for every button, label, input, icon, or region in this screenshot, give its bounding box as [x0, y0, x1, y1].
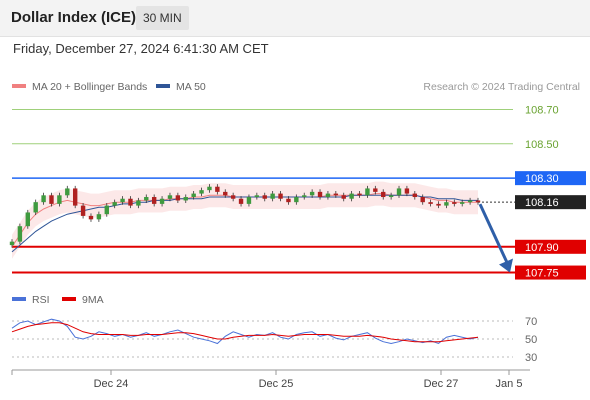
- candle-body: [420, 197, 425, 203]
- level-badge-108.16: [515, 195, 586, 210]
- candle-body: [25, 212, 30, 227]
- candle-body: [33, 202, 38, 213]
- candle-body: [412, 193, 418, 198]
- instrument-title: Dollar Index (ICE): [11, 9, 137, 26]
- candle-body: [278, 193, 283, 199]
- candle-body: [215, 186, 220, 192]
- chart-header: Dollar Index (ICE) 30 MIN: [0, 0, 590, 37]
- candle-body: [388, 195, 394, 198]
- x-tick-label-0: Dec 24: [94, 378, 129, 390]
- candle-body: [262, 195, 267, 199]
- candle-body: [112, 202, 117, 206]
- level-badge-107.90: [515, 239, 586, 254]
- candle-body: [294, 197, 299, 203]
- rsi-tick-50: 50: [525, 334, 537, 346]
- rsi-legend-label-1: 9MA: [82, 294, 104, 306]
- candle-body: [373, 188, 378, 192]
- candle-body: [191, 193, 196, 198]
- legend-label-0: MA 20 + Bollinger Bands: [32, 81, 147, 93]
- level-label-107.90: 107.90: [525, 242, 559, 254]
- candle-body: [104, 205, 109, 215]
- level-label-108.70: 108.70: [525, 104, 559, 116]
- candle-body: [365, 188, 370, 196]
- candle-body: [207, 186, 212, 191]
- candle-body: [230, 195, 236, 199]
- candle-body: [159, 198, 165, 204]
- legend-swatch-0: [12, 84, 26, 88]
- x-tick-label-2: Dec 27: [424, 378, 459, 390]
- x-tick-label-1: Dec 25: [259, 378, 294, 390]
- candle-body: [444, 202, 449, 206]
- candle-body: [452, 202, 457, 204]
- level-label-108.50: 108.50: [525, 139, 559, 151]
- candle-body: [199, 190, 204, 194]
- candle-body: [88, 215, 94, 220]
- candle-body: [80, 205, 86, 216]
- candle-body: [436, 203, 441, 206]
- candle-body: [151, 197, 157, 204]
- level-label-108.16: 108.16: [525, 197, 559, 209]
- forecast-arrow-shaft: [478, 203, 509, 264]
- candle-body: [41, 195, 46, 203]
- rsi-legend-swatch-1: [62, 297, 76, 301]
- price-panel: MA 20 + Bollinger Bands MA 50 Research © 2…: [9, 81, 586, 280]
- timestamp-label: Friday, December 27, 2024 6:41:30 AM CET: [13, 41, 269, 56]
- candle-body: [460, 202, 465, 204]
- rsi-ma9-line: [11, 322, 479, 343]
- candle-body: [357, 193, 362, 196]
- forecast-arrow-head: [499, 258, 513, 273]
- candle-body: [317, 191, 323, 198]
- candle-body: [9, 241, 15, 246]
- candle-body: [404, 188, 410, 194]
- rsi-panel: RSI 9MA 70 50 30: [11, 294, 537, 364]
- candle-body: [428, 202, 433, 204]
- candle-body: [246, 197, 252, 204]
- credit-label: Research © 2024 Trading Central: [423, 81, 580, 93]
- rsi-tick-30: 30: [525, 352, 537, 364]
- legend-swatch-1: [156, 84, 170, 88]
- candle-body: [72, 188, 78, 206]
- candle-body: [254, 195, 260, 198]
- legend-label-1: MA 50: [176, 81, 206, 93]
- candle-body: [325, 193, 331, 198]
- candle-body: [65, 188, 70, 196]
- candle-body: [286, 198, 291, 203]
- candle-body: [270, 193, 275, 199]
- candle-body: [396, 188, 402, 196]
- rsi-tick-70: 70: [525, 316, 537, 328]
- candle-body: [333, 193, 339, 196]
- candle-body: [475, 200, 481, 203]
- level-label-108.30: 108.30: [525, 173, 559, 185]
- candle-body: [144, 197, 149, 201]
- candle-body: [381, 191, 386, 198]
- candle-body: [167, 195, 173, 199]
- candle-body: [96, 214, 102, 220]
- level-badge-108.30: [515, 171, 586, 186]
- x-tick-label-3: Jan 5: [496, 378, 523, 390]
- candle-body: [223, 191, 228, 196]
- level-badge-107.75: [515, 265, 586, 280]
- candle-body: [128, 198, 133, 206]
- candle-body: [341, 195, 346, 199]
- candle-body: [175, 195, 181, 201]
- level-label-107.75: 107.75: [525, 268, 559, 280]
- candle-body: [349, 193, 354, 199]
- candle-body: [302, 195, 307, 198]
- candle-body: [309, 191, 315, 196]
- candle-body: [57, 195, 62, 204]
- candle-body: [120, 198, 125, 203]
- candle-body: [49, 195, 54, 204]
- candle-body: [17, 226, 23, 242]
- timeframe-button[interactable]: 30 MIN: [136, 6, 189, 30]
- candle-body: [136, 200, 141, 206]
- candle-body: [238, 198, 244, 204]
- rsi-legend-label-0: RSI: [32, 294, 50, 306]
- x-axis: Dec 24 Dec 25 Dec 27 Jan 5: [11, 369, 530, 390]
- candle-body: [183, 197, 188, 201]
- candle-body: [467, 200, 473, 203]
- rsi-legend-swatch-0: [12, 297, 26, 301]
